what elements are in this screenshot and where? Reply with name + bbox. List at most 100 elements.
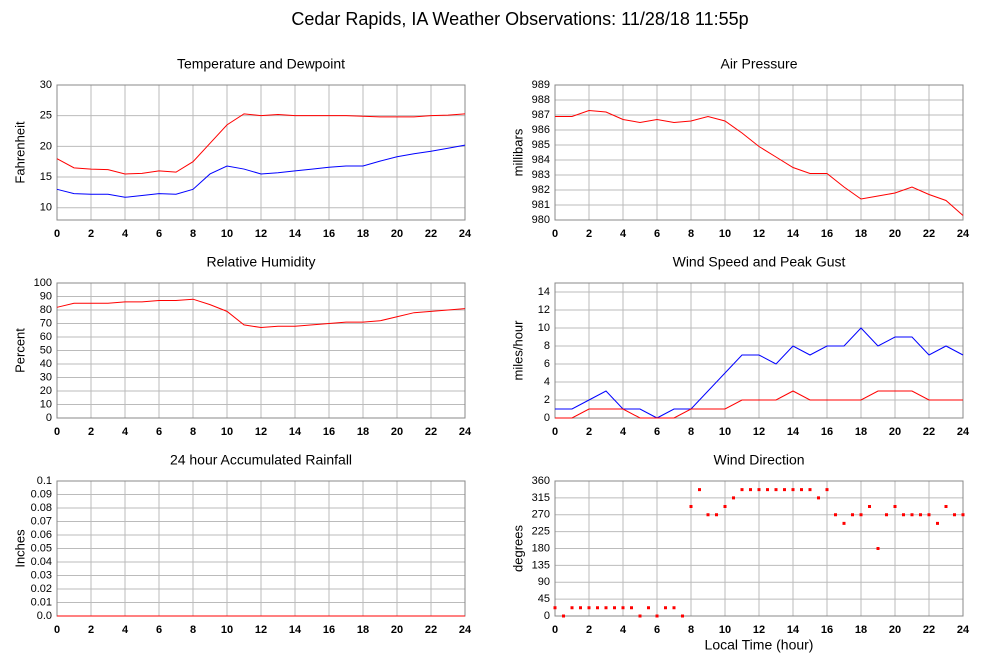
y-axis-label: Percent <box>12 328 27 373</box>
x-tick-label: 12 <box>753 624 765 636</box>
y-tick-label: 15 <box>40 171 52 183</box>
x-tick-label: 20 <box>391 624 403 636</box>
plot-frame <box>554 282 964 419</box>
data-point <box>936 521 939 525</box>
data-point <box>553 606 557 610</box>
x-tick-label: 20 <box>391 426 403 438</box>
y-tick-label: 980 <box>532 214 550 226</box>
data-point <box>723 505 727 508</box>
x-tick-label: 10 <box>719 228 731 240</box>
y-tick-label: 50 <box>40 344 52 356</box>
data-point <box>919 513 922 517</box>
y-tick-label: 45 <box>538 593 550 605</box>
x-tick-label: 16 <box>821 624 833 636</box>
data-point <box>851 513 854 517</box>
y-axis-label: millibars <box>510 128 525 176</box>
y-tick-label: 90 <box>538 576 550 588</box>
y-tick-label: 983 <box>532 169 550 181</box>
y-tick-label: 984 <box>532 154 550 166</box>
x-tick-label: 22 <box>425 624 437 636</box>
y-tick-label: 10 <box>538 322 550 334</box>
y-tick-label: 981 <box>532 199 550 211</box>
y-tick-label: 315 <box>532 492 550 504</box>
y-tick-label: 2 <box>544 394 550 406</box>
data-point <box>825 488 829 492</box>
data-point <box>732 496 735 500</box>
x-tick-label: 22 <box>923 426 935 438</box>
y-tick-label: 20 <box>40 385 52 397</box>
y-tick-label: 0.05 <box>31 542 52 554</box>
data-point <box>783 488 786 492</box>
x-tick-label: 20 <box>889 426 901 438</box>
y-tick-label: 12 <box>538 304 550 316</box>
x-tick-label: 14 <box>787 228 800 240</box>
data-point <box>655 614 659 618</box>
plot-frame <box>554 84 964 221</box>
y-tick-label: 30 <box>40 371 52 383</box>
x-tick-label: 14 <box>787 624 800 636</box>
x-tick-label: 0 <box>54 228 60 240</box>
x-tick-label: 12 <box>255 426 267 438</box>
plot-frame <box>56 84 466 221</box>
data-point <box>596 606 599 610</box>
x-tick-label: 2 <box>88 228 94 240</box>
y-tick-label: 135 <box>532 559 550 571</box>
x-tick-label: 16 <box>323 624 335 636</box>
y-tick-label: 987 <box>532 109 550 121</box>
y-axis-label: Fahrenheit <box>12 121 27 184</box>
data-point <box>647 606 650 610</box>
y-tick-label: 10 <box>40 202 52 214</box>
data-point <box>698 488 701 492</box>
y-tick-label: 982 <box>532 184 550 196</box>
y-tick-label: 0.07 <box>31 515 52 527</box>
data-point <box>570 606 574 610</box>
x-tick-label: 14 <box>289 228 302 240</box>
x-tick-label: 18 <box>855 426 867 438</box>
x-tick-label: 20 <box>889 228 901 240</box>
data-point <box>740 488 744 492</box>
data-point <box>859 513 863 517</box>
x-tick-label: 6 <box>156 624 162 636</box>
data-point <box>621 606 625 610</box>
y-tick-label: 0.02 <box>31 583 52 595</box>
panel-title: Relative Humidity <box>207 254 316 270</box>
data-point <box>715 513 718 517</box>
x-tick-label: 12 <box>255 228 267 240</box>
data-point <box>868 505 871 508</box>
x-tick-label: 0 <box>552 426 558 438</box>
data-point <box>808 488 812 492</box>
x-tick-label: 10 <box>221 624 233 636</box>
x-tick-label: 18 <box>357 624 369 636</box>
x-tick-label: 14 <box>289 624 302 636</box>
y-tick-label: 986 <box>532 124 550 136</box>
data-line <box>555 390 963 419</box>
x-tick-label: 8 <box>688 228 694 240</box>
y-tick-label: 8 <box>544 340 550 352</box>
data-point <box>664 606 667 610</box>
x-tick-label: 24 <box>957 228 970 240</box>
data-point <box>876 547 880 550</box>
x-tick-label: 10 <box>719 426 731 438</box>
x-tick-label: 8 <box>688 624 694 636</box>
data-point <box>817 496 820 500</box>
x-tick-label: 24 <box>459 426 472 438</box>
y-tick-label: 360 <box>532 475 550 487</box>
data-point <box>689 505 693 508</box>
x-tick-label: 16 <box>323 426 335 438</box>
data-point <box>842 521 846 525</box>
x-tick-label: 4 <box>620 426 627 438</box>
data-point <box>757 488 761 492</box>
panel-title: Wind Direction <box>713 452 804 468</box>
data-point <box>961 513 965 517</box>
x-tick-label: 4 <box>620 624 627 636</box>
x-tick-label: 6 <box>654 624 660 636</box>
y-tick-label: 30 <box>40 79 52 91</box>
x-tick-label: 18 <box>855 624 867 636</box>
data-point <box>953 513 956 517</box>
x-tick-label: 14 <box>787 426 800 438</box>
data-point <box>638 614 642 618</box>
y-tick-label: 0.0 <box>37 610 52 622</box>
x-tick-label: 10 <box>221 228 233 240</box>
y-tick-label: 6 <box>544 358 550 370</box>
